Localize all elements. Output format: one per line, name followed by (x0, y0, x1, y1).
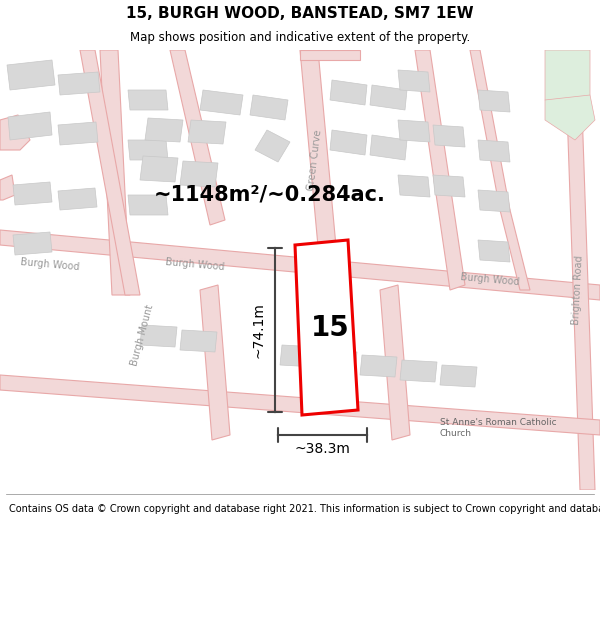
Polygon shape (13, 182, 52, 205)
Polygon shape (170, 50, 225, 225)
Polygon shape (370, 135, 407, 160)
Polygon shape (250, 95, 288, 120)
Polygon shape (478, 240, 510, 262)
Polygon shape (398, 120, 430, 142)
Polygon shape (128, 90, 168, 110)
Polygon shape (280, 345, 317, 367)
Polygon shape (58, 188, 97, 210)
Polygon shape (13, 232, 52, 255)
Text: ~74.1m: ~74.1m (251, 302, 265, 358)
Text: Green Curve: Green Curve (306, 129, 324, 191)
Polygon shape (320, 350, 357, 372)
Polygon shape (0, 375, 600, 435)
Text: St Anne's Roman Catholic
Church: St Anne's Roman Catholic Church (440, 418, 557, 438)
Text: ~1148m²/~0.284ac.: ~1148m²/~0.284ac. (154, 185, 386, 205)
Polygon shape (58, 122, 98, 145)
Polygon shape (7, 60, 55, 90)
Polygon shape (300, 50, 360, 60)
Polygon shape (478, 90, 510, 112)
Polygon shape (128, 195, 168, 215)
Text: Map shows position and indicative extent of the property.: Map shows position and indicative extent… (130, 31, 470, 44)
Polygon shape (300, 50, 340, 290)
Polygon shape (478, 140, 510, 162)
Text: Burgh Wood: Burgh Wood (20, 258, 80, 272)
Polygon shape (370, 85, 407, 110)
Polygon shape (478, 190, 510, 212)
Polygon shape (180, 330, 217, 352)
Polygon shape (470, 50, 510, 210)
Polygon shape (380, 285, 410, 440)
Polygon shape (140, 325, 177, 347)
Polygon shape (58, 72, 100, 95)
Polygon shape (200, 90, 243, 115)
Text: Burgh Mount: Burgh Mount (129, 303, 155, 367)
Polygon shape (0, 175, 15, 200)
Text: 15, BURGH WOOD, BANSTEAD, SM7 1EW: 15, BURGH WOOD, BANSTEAD, SM7 1EW (126, 6, 474, 21)
Polygon shape (330, 80, 367, 105)
Polygon shape (188, 120, 226, 144)
Polygon shape (255, 130, 290, 162)
Polygon shape (398, 175, 430, 197)
Text: Contains OS data © Crown copyright and database right 2021. This information is : Contains OS data © Crown copyright and d… (9, 504, 600, 514)
Polygon shape (100, 50, 130, 295)
Text: ~38.3m: ~38.3m (295, 442, 350, 456)
Polygon shape (8, 112, 52, 140)
Polygon shape (433, 175, 465, 197)
Polygon shape (295, 240, 358, 415)
Text: 15: 15 (311, 314, 349, 342)
Polygon shape (80, 50, 140, 295)
Polygon shape (545, 95, 595, 140)
Polygon shape (415, 50, 465, 290)
Polygon shape (433, 125, 465, 147)
Polygon shape (398, 70, 430, 92)
Polygon shape (500, 210, 530, 290)
Polygon shape (140, 156, 178, 182)
Polygon shape (545, 50, 590, 120)
Polygon shape (200, 285, 230, 440)
Polygon shape (0, 115, 30, 150)
Text: Burgh Wood: Burgh Wood (460, 272, 520, 288)
Polygon shape (360, 355, 397, 377)
Polygon shape (330, 130, 367, 155)
Polygon shape (128, 140, 168, 160)
Polygon shape (400, 360, 437, 382)
Text: Brighton Road: Brighton Road (571, 255, 585, 325)
Polygon shape (145, 118, 183, 142)
Polygon shape (440, 365, 477, 387)
Polygon shape (565, 50, 595, 490)
Polygon shape (0, 230, 600, 300)
Polygon shape (180, 161, 218, 187)
Text: Burgh Wood: Burgh Wood (165, 258, 225, 272)
